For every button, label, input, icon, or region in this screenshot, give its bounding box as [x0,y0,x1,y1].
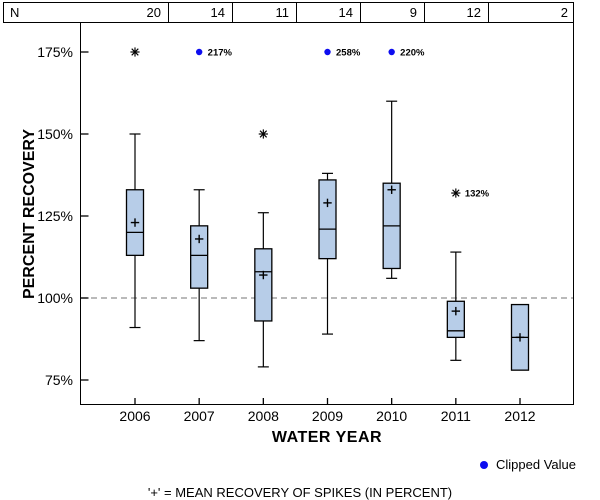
clipped-dot-2007 [195,48,203,56]
n-count: 9 [409,5,417,20]
n-count: 11 [275,5,290,20]
n-count: 20 [146,5,161,20]
box-2008 [254,248,273,322]
n-count-cell: 14 [169,3,233,22]
x-tick-label: 2007 [183,408,215,424]
clipped-dot-2009 [324,48,331,56]
outlier-label-2011: 132% [465,188,490,199]
y-tick-label: 175% [37,44,73,60]
footnote: '+' = MEAN RECOVERY OF SPIKES (IN PERCEN… [147,485,453,500]
n-count-cell: 14 [297,3,361,22]
clipped-label-2007: 217% [208,47,233,58]
legend-label: Clipped Value [496,457,576,472]
clipped-label-2010: 220% [400,47,425,58]
box-2009 [318,179,337,260]
box-2007 [190,225,209,289]
plot-frame [80,23,574,405]
x-tick-label: 2008 [247,408,279,424]
clipped-value-dot-icon [480,460,488,469]
y-tick-label: 100% [37,290,73,306]
x-tick-label: 2011 [440,408,471,424]
x-tick-label: 2009 [311,408,344,424]
n-header-cell: N 20 [4,3,169,22]
outlier-asterisk-2006 [131,48,139,56]
x-tick-label: 2006 [119,408,151,424]
x-tick-label: 2012 [504,408,536,424]
n-count-cell: 9 [361,3,425,22]
outlier-asterisk-2008 [259,130,268,138]
clipped-label-2009: 258% [336,47,361,58]
n-count: 2 [560,5,568,20]
clipped-dot-2010 [388,48,395,56]
x-tick-label: 2010 [376,408,408,424]
n-count-cell: 2 [489,3,575,22]
box-2011 [446,300,465,339]
x-axis-title: WATER YEAR [271,429,383,446]
legend: Clipped Value [480,457,576,472]
n-count: 14 [338,5,353,20]
n-count: 12 [466,5,481,20]
n-count-cell: 11 [233,3,297,22]
y-tick-label: 125% [37,208,73,224]
n-header-label: N [10,5,20,20]
outlier-asterisk-2011 [452,189,460,197]
n-count-cell: 12 [425,3,489,22]
y-tick-label: 150% [37,126,73,142]
n-count: 14 [210,5,225,20]
y-tick-label: 75% [44,372,73,388]
n-header-table: N 20 14 11 14 9 12 2 [3,2,574,23]
